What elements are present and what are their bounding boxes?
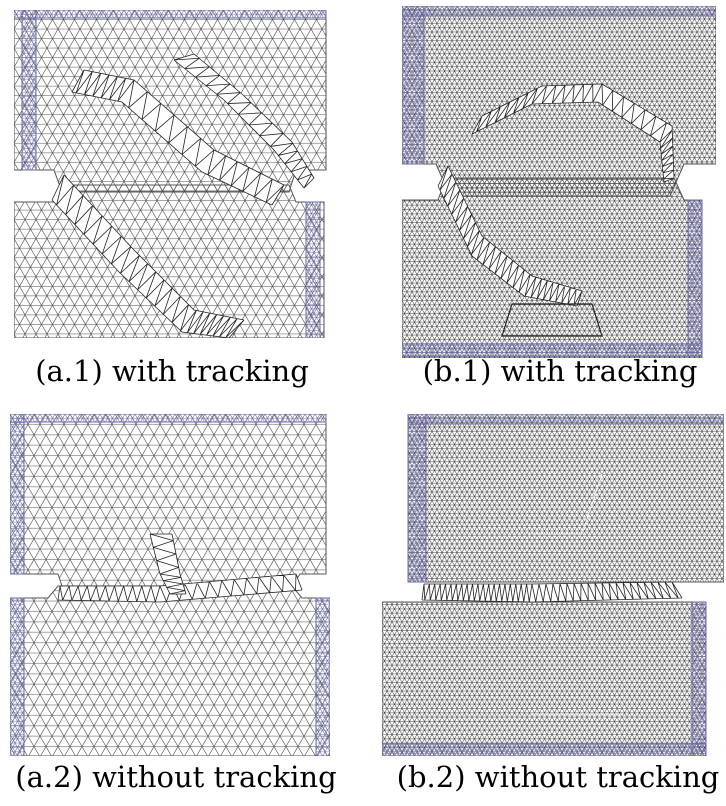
shear-band-right bbox=[173, 53, 315, 189]
bottom-boundary-strip bbox=[382, 743, 707, 756]
mesh-image-b1 bbox=[402, 6, 716, 358]
caption-b1: (b.1) with tracking bbox=[422, 354, 698, 388]
mesh-panel-a1 bbox=[14, 10, 328, 338]
lower-block bbox=[382, 601, 707, 756]
mesh-panel-b2 bbox=[382, 414, 724, 756]
top-boundary-strip bbox=[14, 10, 327, 19]
lower-block bbox=[402, 177, 703, 358]
mesh-panel-a2 bbox=[10, 414, 330, 756]
lower-block bbox=[10, 585, 330, 756]
caption-b2: (b.2) without tracking bbox=[396, 760, 720, 794]
caption-a1: (a.1) with tracking bbox=[35, 354, 309, 388]
top-boundary-strip bbox=[402, 6, 716, 17]
mesh-image-b2 bbox=[382, 414, 724, 756]
left-boundary-strip bbox=[10, 414, 25, 575]
left-boundary-strip bbox=[407, 414, 427, 583]
mesh-image-a1 bbox=[14, 10, 327, 338]
right-boundary-strip bbox=[305, 201, 321, 338]
shear-band-lower bbox=[437, 165, 583, 307]
left-boundary-strip bbox=[21, 10, 37, 171]
upper-block bbox=[14, 10, 327, 193]
shear-band-upper bbox=[471, 83, 675, 183]
top-boundary-strip bbox=[10, 414, 327, 423]
upper-block bbox=[407, 414, 724, 583]
top-boundary-strip bbox=[407, 414, 724, 425]
shear-column bbox=[149, 533, 187, 595]
left-lower-boundary-strip bbox=[10, 597, 25, 756]
shear-band-lower bbox=[51, 174, 245, 338]
mesh-image-a2 bbox=[10, 414, 330, 756]
right-boundary-strip bbox=[315, 597, 330, 756]
right-boundary-strip bbox=[691, 601, 707, 756]
crushed-band bbox=[421, 581, 683, 603]
mesh-panel-b1 bbox=[402, 6, 716, 358]
caption-a2: (a.2) without tracking bbox=[15, 760, 337, 794]
inner-trapezoid bbox=[501, 303, 603, 337]
shear-band-upper bbox=[71, 69, 285, 206]
remeshed-region bbox=[532, 473, 622, 715]
left-boundary-strip bbox=[402, 6, 425, 165]
right-boundary-strip bbox=[687, 199, 703, 357]
